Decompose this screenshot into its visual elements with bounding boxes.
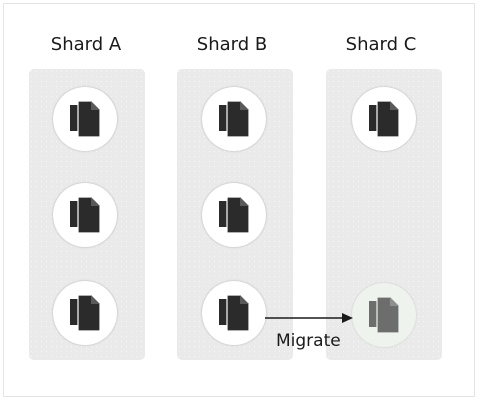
document-stack-icon [219, 197, 249, 233]
migrated-document [352, 283, 416, 347]
shard-b-document-2 [202, 183, 266, 247]
migration-arrow [265, 313, 353, 323]
shard-c-document-1 [352, 87, 416, 151]
document-stack-icon [369, 297, 399, 333]
shard-b-document-3 [202, 281, 266, 345]
document-stack-icon [70, 197, 100, 233]
document-stack-icon [219, 101, 249, 137]
shard-a-document-3 [53, 281, 117, 345]
document-stack-icon [219, 295, 249, 331]
shard-a-document-2 [53, 183, 117, 247]
document-stack-icon [369, 101, 399, 137]
shard-b-document-1 [202, 87, 266, 151]
migrate-label: Migrate [276, 331, 341, 351]
shard-a-title: Shard A [50, 34, 122, 55]
document-stack-icon [70, 295, 100, 331]
document-stack-icon [70, 101, 100, 137]
shard-a-document-1 [53, 87, 117, 151]
shard-b-title: Shard B [196, 34, 268, 55]
shard-c-title: Shard C [345, 34, 417, 55]
